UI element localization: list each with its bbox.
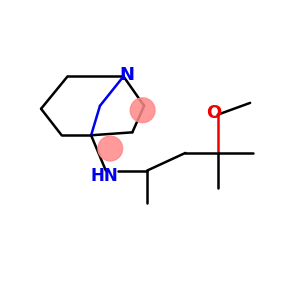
Circle shape (130, 98, 155, 123)
Text: HN: HN (91, 167, 118, 185)
Text: O: O (207, 104, 222, 122)
Circle shape (98, 136, 123, 161)
Text: N: N (119, 66, 134, 84)
